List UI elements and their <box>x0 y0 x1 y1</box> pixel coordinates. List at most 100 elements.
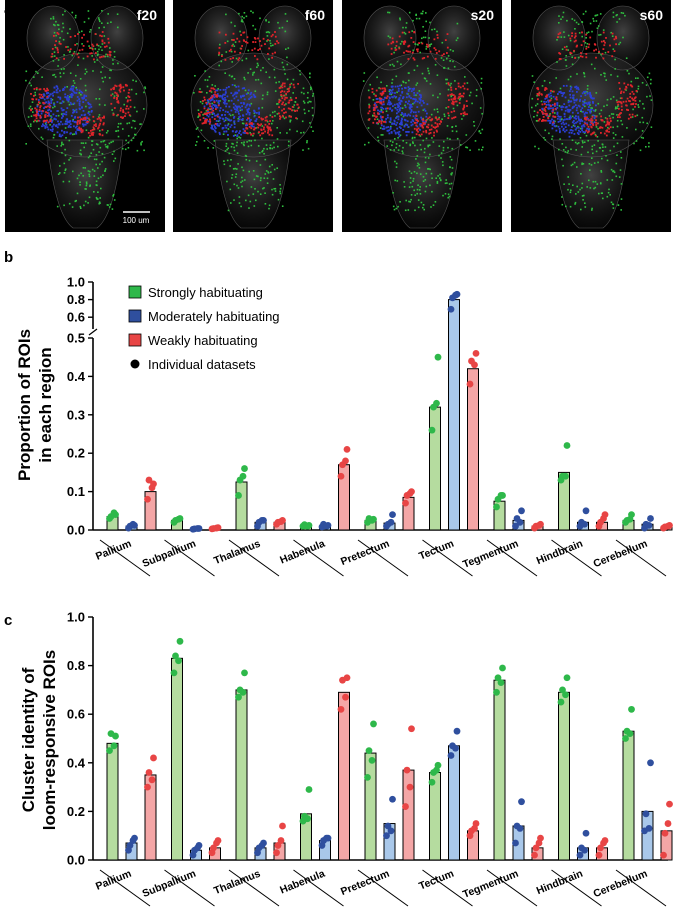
data-point <box>563 442 571 449</box>
category-label: Pretectum <box>339 538 391 568</box>
data-point <box>512 839 519 847</box>
data-point <box>384 822 392 830</box>
bar <box>429 406 441 531</box>
data-point <box>408 725 415 733</box>
category-divider <box>551 539 602 577</box>
data-point <box>559 686 566 694</box>
weak-rois <box>536 31 638 137</box>
bar <box>558 691 570 861</box>
category-group <box>364 720 415 861</box>
legend-label: Weakly habituating <box>148 333 258 348</box>
category-label: Hindbrain <box>535 868 585 897</box>
category-divider <box>486 869 538 907</box>
y-axis-label: loom-responsive ROIs <box>40 650 59 830</box>
legend-swatch <box>128 285 142 299</box>
y-tick-label: 0.3 <box>67 407 85 422</box>
data-point <box>402 499 409 507</box>
data-point <box>258 517 266 524</box>
data-point <box>210 844 217 852</box>
image-label: s20 <box>471 7 495 23</box>
bar <box>448 299 460 531</box>
category-divider <box>422 539 473 577</box>
category-group <box>106 730 157 861</box>
data-point <box>144 783 151 791</box>
data-point <box>499 664 506 672</box>
data-point <box>337 472 345 480</box>
brain-image: s20 <box>342 0 502 232</box>
data-point <box>145 476 153 484</box>
data-point <box>645 825 653 832</box>
y-tick-label: 0.8 <box>67 292 85 307</box>
data-point <box>472 349 480 357</box>
data-point <box>383 832 390 840</box>
legend-item: Individual datasets <box>130 357 256 372</box>
data-point <box>447 305 455 313</box>
category-divider <box>164 869 215 907</box>
category-divider <box>293 869 344 907</box>
data-point <box>343 445 351 453</box>
data-point <box>647 759 654 767</box>
brain-image: s60 <box>511 0 671 232</box>
data-point <box>175 657 182 665</box>
legend-item: Weakly habituating <box>128 333 258 348</box>
bar <box>338 691 350 861</box>
category-divider <box>615 539 667 577</box>
data-point <box>562 691 569 699</box>
data-point <box>406 783 414 791</box>
y-tick-label: 0.0 <box>67 853 85 868</box>
category-group <box>235 669 286 861</box>
category-divider <box>422 869 473 907</box>
data-point <box>497 492 505 499</box>
chart-b: 0.0 0.1 0.2 0.3 0.4 0.5 0.6 0.8 1.0 Proportion of… <box>15 275 673 577</box>
data-point <box>626 730 634 738</box>
data-point <box>581 846 588 854</box>
data-point <box>194 525 201 532</box>
data-point <box>557 698 565 706</box>
data-point <box>213 839 220 847</box>
data-point <box>582 507 590 515</box>
y-tick-label: 0.2 <box>67 446 85 461</box>
data-point <box>106 747 113 755</box>
weak-rois <box>198 31 300 137</box>
data-point <box>274 842 282 849</box>
data-point <box>402 803 409 810</box>
data-point <box>433 399 440 407</box>
data-point <box>428 426 436 434</box>
data-point <box>532 844 540 852</box>
bar <box>364 752 377 861</box>
category-group <box>493 664 544 861</box>
y-tick-label: 0.5 <box>67 331 85 346</box>
data-point <box>239 472 247 480</box>
data-point <box>304 815 311 823</box>
weak-rois <box>30 31 132 137</box>
data-point <box>516 518 524 526</box>
axis-break <box>88 328 98 336</box>
data-point <box>144 495 151 503</box>
data-point <box>582 829 590 837</box>
bar <box>235 689 248 861</box>
data-point <box>563 674 571 682</box>
data-point <box>305 786 313 793</box>
data-point <box>471 361 478 369</box>
data-point <box>148 776 156 784</box>
category-group <box>557 674 609 861</box>
legend-swatch <box>128 333 142 347</box>
data-point <box>535 521 543 529</box>
data-point <box>518 507 525 515</box>
image-label: s60 <box>640 7 664 23</box>
brain-image: f60 <box>173 0 333 232</box>
y-axis-label: Proportion of ROIs <box>15 329 34 481</box>
bar <box>558 471 570 531</box>
category-group <box>428 727 480 861</box>
data-point <box>622 735 629 742</box>
data-point <box>597 844 604 852</box>
strong-rois <box>531 10 653 211</box>
data-point <box>576 851 584 859</box>
data-point <box>148 484 156 492</box>
y-tick-label: 0.1 <box>67 484 85 499</box>
data-point <box>342 457 349 465</box>
data-point <box>581 520 588 528</box>
bar <box>402 769 415 861</box>
data-point <box>145 769 153 776</box>
